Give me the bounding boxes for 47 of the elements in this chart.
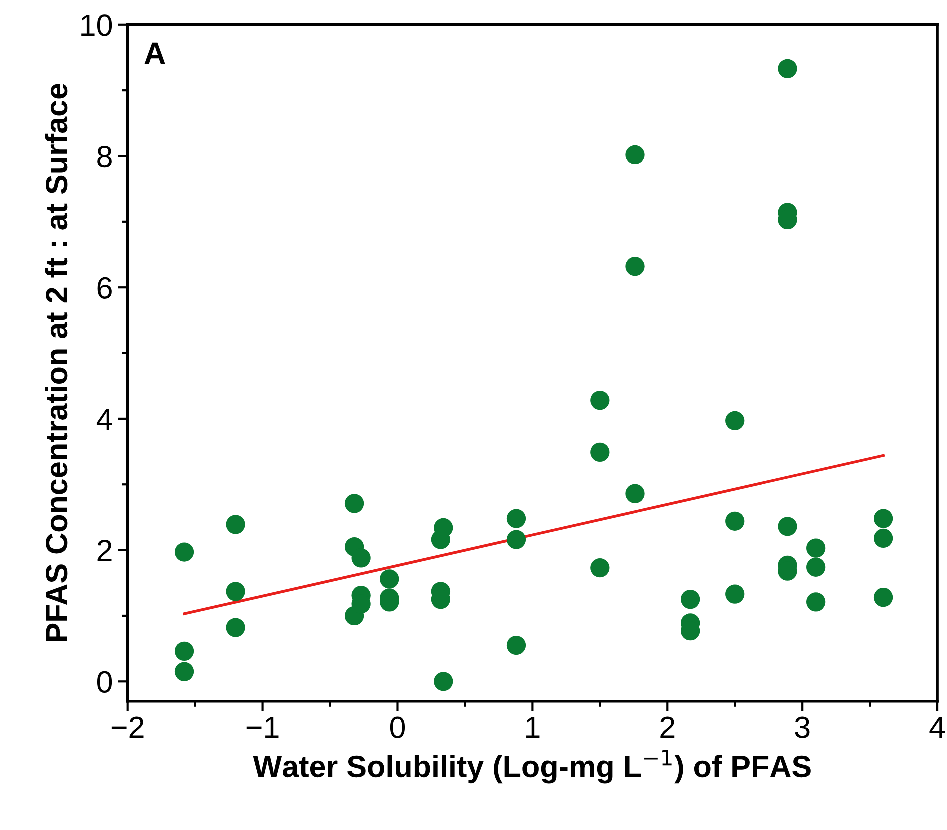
point xyxy=(626,145,645,165)
y-tick-label: 10 xyxy=(82,14,112,36)
point xyxy=(506,636,526,656)
point xyxy=(778,59,798,78)
x-tick-label: 2 xyxy=(660,716,675,738)
point xyxy=(806,592,826,612)
point xyxy=(434,672,454,692)
y-axis-title: PFAS Concentration at 2 ft : at Surface xyxy=(45,84,68,642)
point xyxy=(726,411,745,430)
x-tick-label: 1 xyxy=(526,717,540,738)
x-tick-label: −2 xyxy=(112,716,144,738)
point xyxy=(174,542,194,562)
annotation: A xyxy=(144,42,166,64)
y-tick-label: 2 xyxy=(98,540,112,562)
point xyxy=(778,517,798,536)
point xyxy=(806,538,826,558)
point xyxy=(174,662,194,682)
point xyxy=(874,528,894,548)
y-tick-label: 6 xyxy=(98,277,112,299)
point xyxy=(681,590,700,610)
point xyxy=(590,442,610,462)
point xyxy=(506,509,526,528)
point xyxy=(352,548,371,568)
point xyxy=(226,618,246,638)
point xyxy=(806,558,826,577)
point xyxy=(626,257,645,276)
point xyxy=(226,515,246,534)
point xyxy=(726,512,745,531)
point xyxy=(874,509,894,528)
point xyxy=(174,642,194,662)
point xyxy=(506,530,526,550)
point xyxy=(626,484,645,504)
point xyxy=(726,584,745,604)
x-tick-label: −1 xyxy=(246,717,279,738)
y-tick-label: 4 xyxy=(96,409,112,430)
y-tick-label: 8 xyxy=(98,146,112,168)
x-axis-title: Water Solubility (Log-mg L$^{−1}$) of PFAS xyxy=(253,750,811,784)
point xyxy=(226,582,246,602)
point xyxy=(874,588,894,608)
x-tick-label: 4 xyxy=(930,717,946,738)
x-tick-label: 0 xyxy=(390,716,406,738)
point xyxy=(590,390,610,410)
point xyxy=(380,570,400,589)
x-tick-label: 3 xyxy=(795,716,810,738)
point xyxy=(344,494,364,514)
y-tick-label: 0 xyxy=(97,671,112,694)
point xyxy=(590,558,610,578)
